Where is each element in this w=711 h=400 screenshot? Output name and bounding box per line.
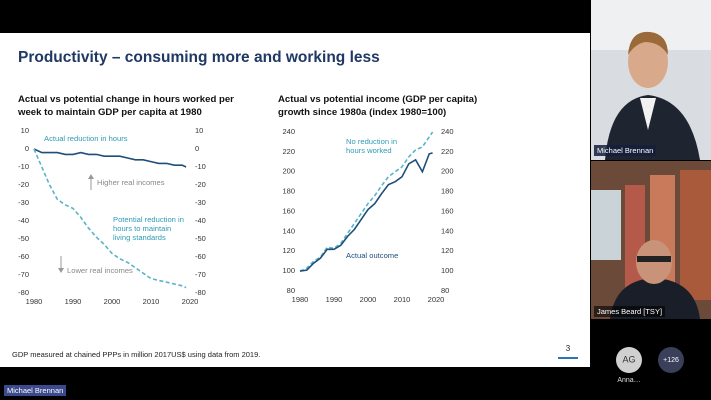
y-tick-label: 180 (282, 187, 295, 196)
y-tick-label: 0 (25, 144, 29, 153)
series-line (33, 148, 187, 289)
y2-tick-label: 200 (441, 167, 454, 176)
y-tick-label: 100 (282, 266, 295, 275)
chart-title: Actual vs potential income (GDP per capi… (278, 94, 478, 118)
y2-tick-label: -20 (195, 180, 206, 189)
series-label: Potential reduction in hours to maintain… (113, 215, 184, 242)
y2-tick-label: -30 (195, 198, 206, 207)
x-tick-label: 2010 (143, 297, 160, 306)
y2-tick-label: -40 (195, 216, 206, 225)
overflow-avatar[interactable] (658, 347, 684, 373)
page-number: 3 (566, 344, 571, 353)
y-tick-label: -10 (18, 162, 29, 171)
y2-tick-label: 10 (195, 126, 203, 135)
participant-name: Michael Brennan (594, 145, 657, 156)
y2-tick-label: 180 (441, 187, 454, 196)
series-line (33, 148, 187, 168)
series-label: Actual reduction in hours (44, 134, 128, 143)
annotation: Lower real incomes (67, 266, 133, 275)
hair (628, 31, 668, 55)
window (591, 190, 621, 260)
y-tick-label: -60 (18, 252, 29, 261)
y2-tick-label: -70 (195, 270, 206, 279)
y2-tick-label: 0 (195, 144, 199, 153)
y2-tick-label: -10 (195, 162, 206, 171)
glasses (637, 256, 671, 262)
avatar[interactable] (616, 347, 642, 373)
series-label: No reduction in hours worked (346, 137, 398, 155)
x-tick-label: 2000 (360, 295, 377, 304)
y-tick-label: 120 (282, 246, 295, 255)
footnote: GDP measured at chained PPPs in million … (12, 350, 260, 359)
overflow-count[interactable]: +126 (663, 357, 679, 364)
slide (0, 33, 590, 367)
chart-title: Actual vs potential change in hours work… (18, 94, 234, 118)
x-tick-label: 2010 (394, 295, 411, 304)
y-tick-label: 220 (282, 147, 295, 156)
y2-tick-label: -50 (195, 234, 206, 243)
x-tick-label: 1990 (326, 295, 343, 304)
wall-art (625, 185, 645, 295)
y2-tick-label: 140 (441, 226, 454, 235)
person-head (628, 36, 668, 88)
annotation: Higher real incomes (97, 178, 165, 187)
y-tick-label: -80 (18, 288, 29, 297)
y-tick-label: -40 (18, 216, 29, 225)
x-tick-label: 2020 (182, 297, 199, 306)
y2-tick-label: 100 (441, 266, 454, 275)
y2-tick-label: 220 (441, 147, 454, 156)
y-tick-label: 140 (282, 226, 295, 235)
y-tick-label: -70 (18, 270, 29, 279)
y2-tick-label: -60 (195, 252, 206, 261)
x-tick-label: 2020 (428, 295, 445, 304)
y2-tick-label: -80 (195, 288, 206, 297)
y-tick-label: 80 (287, 286, 295, 295)
x-tick-label: 2000 (104, 297, 121, 306)
arrow-head (58, 268, 64, 273)
series-label: Actual outcome (346, 251, 399, 260)
y-tick-label: -20 (18, 180, 29, 189)
y-tick-label: 240 (282, 127, 295, 136)
y-tick-label: -30 (18, 198, 29, 207)
y2-tick-label: 80 (441, 286, 449, 295)
series-line (299, 152, 433, 272)
x-tick-label: 1990 (65, 297, 82, 306)
y2-tick-label: 240 (441, 127, 454, 136)
series-line (299, 131, 434, 272)
y-tick-label: 160 (282, 206, 295, 215)
y-tick-label: 200 (282, 167, 295, 176)
y2-tick-label: 160 (441, 206, 454, 215)
arrow-head (88, 174, 94, 179)
y-tick-label: -50 (18, 234, 29, 243)
x-tick-label: 1980 (292, 295, 309, 304)
slide-title: Productivity – consuming more and workin… (18, 49, 380, 66)
y2-tick-label: 120 (441, 246, 454, 255)
presenter-label: Michael Brennan (4, 385, 67, 396)
y-tick-label: 10 (21, 126, 29, 135)
person-body (605, 95, 700, 160)
avatar-initials: AG (622, 354, 635, 364)
participant-name: James Beard [TSY] (594, 306, 666, 317)
x-tick-label: 1980 (26, 297, 43, 306)
wall-art (680, 170, 711, 300)
participant-name: Anna… (617, 377, 640, 384)
shirt (640, 98, 656, 130)
